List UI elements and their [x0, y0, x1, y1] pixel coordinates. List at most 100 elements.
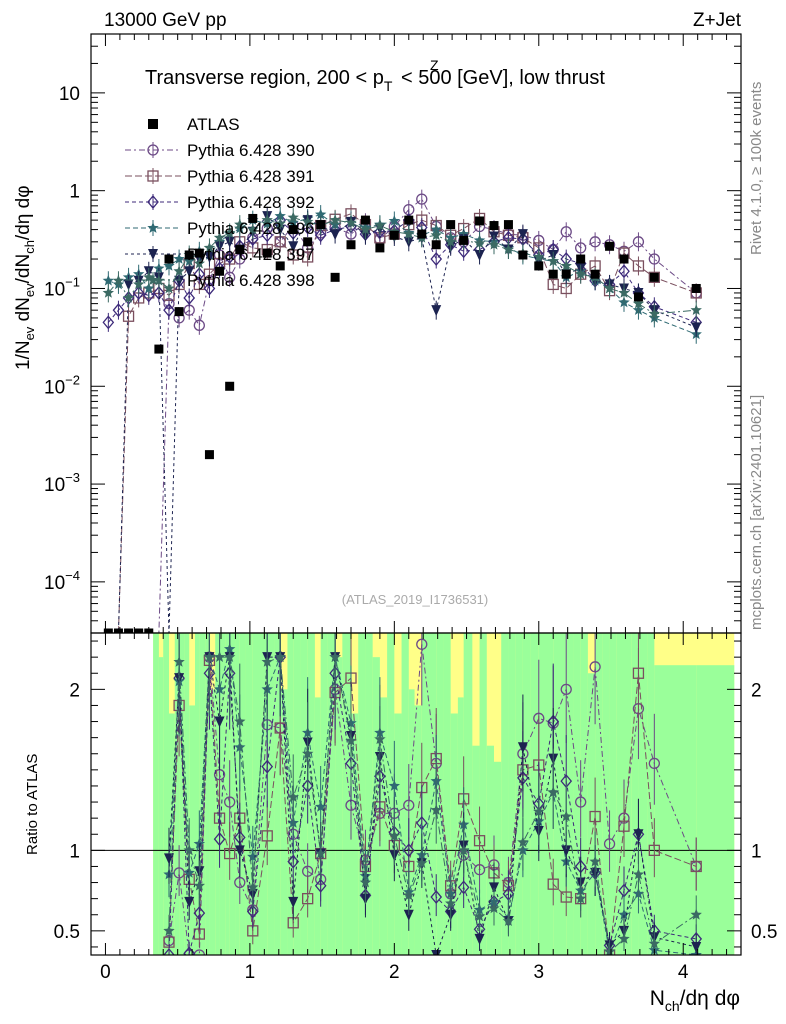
data-point: [374, 219, 386, 231]
legend-label: Pythia 6.428 396: [187, 219, 315, 238]
data-point: [193, 267, 206, 282]
atlas-point: [605, 241, 615, 251]
data-point: [274, 217, 286, 229]
band-green-bin: [522, 633, 531, 955]
ratio-y-axis-label: Ratio to ATLAS: [24, 754, 41, 855]
legend-marker: [147, 170, 159, 182]
ratio-point: [648, 844, 660, 856]
band-green-bin: [225, 633, 231, 955]
data-point: [560, 259, 572, 271]
ratio-point: [246, 904, 259, 919]
ratio-point: [261, 759, 274, 774]
data-point: [533, 251, 545, 262]
atlas-point: [248, 213, 258, 223]
band-green-bin: [587, 673, 596, 955]
data-point: [102, 286, 114, 298]
xlabel-part-rest: /dη dφ: [680, 987, 740, 1010]
ylabel-part-4: /dN: [13, 254, 34, 284]
chart-title-sub: T: [384, 78, 393, 94]
data-point: [603, 282, 616, 294]
mcplots-label: mcplots.cern.ch [arXiv:2401.10621]: [748, 395, 765, 630]
data-point: [403, 228, 415, 239]
band-green-bin: [450, 713, 459, 955]
ratio-point: [547, 786, 559, 798]
data-point: [648, 271, 660, 283]
ratio-point: [315, 800, 327, 812]
band-green-bin: [327, 633, 336, 955]
data-point: [143, 282, 155, 294]
legend-label: ATLAS: [187, 115, 240, 134]
ratio-point: [261, 830, 273, 842]
data-point: [547, 255, 559, 267]
atlas-point: [113, 628, 123, 633]
ratio-point: [403, 889, 415, 901]
data-point: [648, 307, 660, 319]
atlas-point: [503, 220, 513, 230]
ratio-point: [302, 893, 314, 905]
ratio-point: [618, 820, 630, 832]
header-right-label: Z+Jet: [693, 10, 742, 31]
ratio-point: [173, 656, 185, 667]
atlas-point: [649, 272, 659, 282]
ratio-tick-label-right: 2: [751, 680, 762, 701]
ratio-point: [261, 656, 273, 667]
ratio-point: [488, 902, 500, 914]
chart-title: Transverse region, 200 < pT < 500 [GeV],…: [145, 67, 605, 94]
ratio-point: [403, 799, 415, 811]
atlas-point: [576, 254, 586, 264]
ylabel-part-0: 1/N: [13, 340, 34, 370]
y-tick-base: 10: [44, 573, 65, 594]
data-point: [183, 290, 196, 305]
ratio-point: [416, 638, 428, 650]
data-point: [112, 303, 125, 318]
ratio-point: [287, 791, 299, 803]
band-green-bin: [245, 633, 254, 955]
ratio-point: [163, 947, 175, 955]
band-green-bin: [280, 689, 288, 955]
band-green-bin: [387, 633, 395, 955]
xlabel-part-n: N: [650, 987, 665, 1010]
band-green-bin: [235, 633, 241, 955]
ratio-point: [618, 908, 630, 920]
ratio-point: [603, 838, 616, 850]
ratio-point: [402, 843, 415, 858]
legend-label: Pythia 6.428 391: [187, 167, 315, 186]
data-point: [247, 223, 259, 235]
data-point: [648, 253, 660, 265]
atlas-point: [275, 261, 285, 271]
band-green-bin: [195, 633, 200, 955]
atlas-point: [184, 250, 194, 260]
band-green-bin: [408, 689, 416, 955]
ratio-point: [575, 796, 587, 808]
band-green-bin: [239, 633, 247, 955]
band-green-bin: [153, 633, 160, 955]
atlas-point: [417, 229, 427, 239]
y-tick-label: 10−4: [44, 568, 80, 594]
plot-frames: [90, 33, 742, 956]
band-green-bin: [595, 633, 603, 955]
band-green-bin: [530, 633, 540, 955]
legend-entry: Pythia 6.428 396: [125, 219, 315, 238]
atlas-point: [288, 225, 298, 235]
y-tick-base: 10: [44, 377, 65, 398]
atlas-point: [548, 269, 558, 279]
band-green-bin: [351, 713, 359, 955]
data-point: [143, 271, 155, 283]
chart-title-part-end: < 500 [GeV], low thrust: [395, 67, 605, 89]
ratio-point: [388, 780, 400, 791]
atlas-point: [489, 221, 499, 231]
band-green-bin: [314, 697, 322, 955]
data-point: [261, 214, 273, 225]
data-point: [112, 274, 125, 286]
ratio-point: [575, 892, 587, 904]
data-point: [632, 236, 645, 248]
legend-marker: [148, 249, 158, 260]
analysis-watermark: (ATLAS_2019_I1736531): [342, 592, 488, 607]
ratio-tick-label-left: 1: [69, 841, 80, 862]
ratio-point: [247, 850, 259, 862]
data-point: [173, 265, 185, 277]
band-green-bin: [494, 761, 502, 955]
data-point: [223, 249, 236, 264]
band-green-bin: [647, 633, 655, 955]
